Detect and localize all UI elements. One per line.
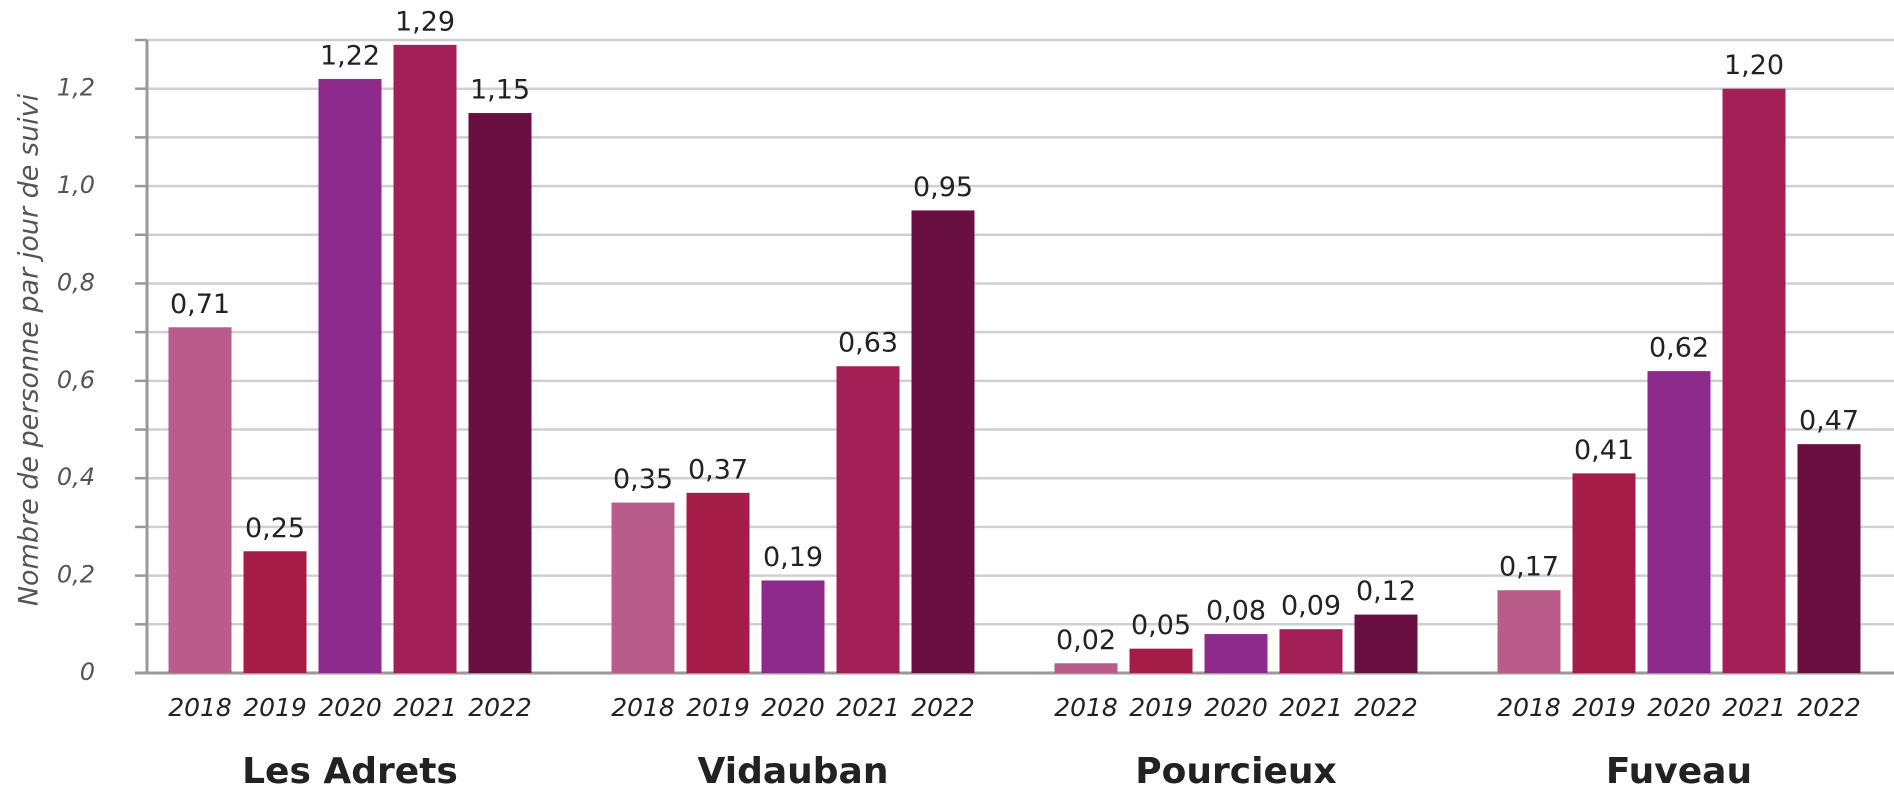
value-label: 0,17 [1499, 552, 1559, 583]
group-label: Pourcieux [1135, 751, 1336, 792]
bar [686, 492, 750, 673]
bar [1572, 473, 1636, 673]
group-label: Fuveau [1606, 751, 1752, 792]
bar [168, 327, 232, 673]
value-label: 0,25 [245, 513, 305, 544]
value-label: 0,62 [1649, 333, 1709, 364]
value-label: 0,02 [1056, 625, 1116, 656]
value-label: 0,19 [763, 542, 823, 573]
value-label: 0,35 [613, 464, 673, 495]
y-tick-label: 1,0 [57, 171, 95, 199]
bar [468, 113, 532, 674]
bar [611, 502, 675, 673]
bar [1354, 614, 1418, 673]
year-label: 2019 [1572, 693, 1636, 722]
y-tick-label: 0,4 [57, 463, 95, 491]
value-label: 1,22 [320, 40, 380, 71]
year-label: 2022 [1797, 693, 1861, 722]
bar [911, 210, 975, 673]
bar [761, 580, 825, 673]
year-label: 2019 [686, 693, 750, 722]
year-label: 2019 [243, 693, 307, 722]
value-label: 0,63 [838, 328, 898, 359]
bar [1497, 590, 1561, 673]
year-label: 2020 [318, 693, 382, 722]
year-label: 2018 [168, 693, 232, 722]
bar [243, 551, 307, 673]
value-label: 0,71 [170, 289, 230, 320]
value-label: 0,09 [1281, 591, 1341, 622]
value-label: 0,95 [913, 172, 973, 203]
year-label: 2018 [611, 693, 675, 722]
bar [1722, 88, 1786, 673]
year-label: 2022 [911, 693, 975, 722]
bar [1797, 444, 1861, 673]
value-label: 0,05 [1131, 610, 1191, 641]
y-axis-label: Nombre de personne par jour de suivi [14, 93, 45, 606]
y-tick-label: 1,2 [57, 74, 95, 102]
bar [1279, 629, 1343, 673]
value-label: 1,29 [395, 6, 455, 37]
y-tick-label: 0,2 [57, 561, 95, 589]
year-label: 2021 [393, 693, 457, 722]
value-label: 1,15 [470, 75, 530, 106]
year-label: 2020 [1204, 693, 1268, 722]
year-label: 2022 [468, 693, 532, 722]
year-label: 2019 [1129, 693, 1193, 722]
bar [1054, 663, 1118, 673]
year-label: 2020 [1647, 693, 1711, 722]
group-label: Vidauban [698, 751, 889, 792]
bar [1647, 371, 1711, 673]
group-label: Les Adrets [242, 751, 458, 792]
year-label: 2020 [761, 693, 825, 722]
year-label: 2021 [1722, 693, 1786, 722]
year-label: 2018 [1497, 693, 1561, 722]
value-label: 0,37 [688, 454, 748, 485]
bar [836, 366, 900, 673]
year-label: 2021 [836, 693, 900, 722]
bar [393, 44, 457, 673]
year-label: 2018 [1054, 693, 1118, 722]
y-tick-label: 0 [80, 658, 95, 686]
value-label: 0,12 [1356, 576, 1416, 607]
y-tick-label: 0,6 [57, 366, 95, 394]
year-label: 2022 [1354, 693, 1418, 722]
year-label: 2021 [1279, 693, 1343, 722]
bar [1129, 648, 1193, 673]
value-label: 0,41 [1574, 435, 1634, 466]
bar [318, 78, 382, 673]
value-label: 0,08 [1206, 596, 1266, 627]
value-label: 0,47 [1799, 406, 1859, 437]
value-label: 1,20 [1724, 50, 1784, 81]
y-tick-label: 0,8 [57, 268, 95, 296]
bar [1204, 634, 1268, 673]
